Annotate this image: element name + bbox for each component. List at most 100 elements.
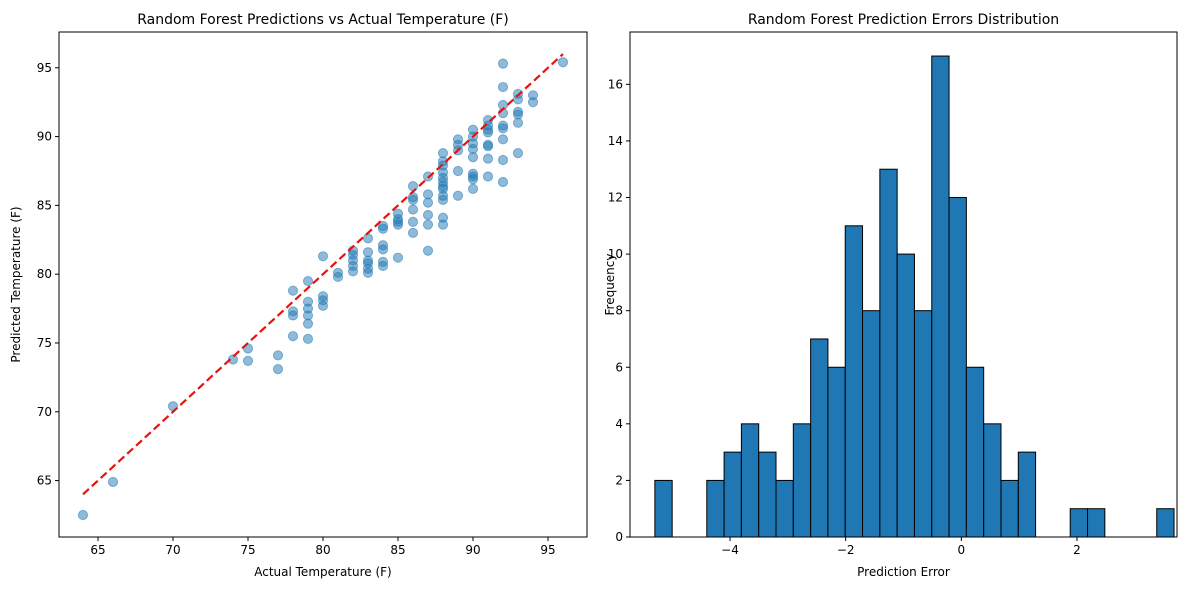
scatter-point (482, 141, 494, 152)
scatter-point (407, 194, 419, 205)
x-tick-label: 2 (1073, 543, 1081, 557)
scatter-point (512, 117, 524, 128)
y-tick-label: 6 (615, 360, 623, 374)
x-tick-label: 65 (90, 543, 105, 557)
scatter-point (272, 364, 284, 375)
x-tick-label: 0 (958, 543, 966, 557)
scatter-point (497, 123, 509, 134)
y-tick-label: 65 (37, 474, 52, 488)
histogram-bar (654, 479, 673, 538)
histogram-title: Random Forest Prediction Errors Distribu… (748, 12, 1059, 28)
scatter-point (482, 153, 494, 164)
histogram-bar (948, 197, 967, 538)
scatter-point (467, 183, 479, 194)
scatter-point (377, 260, 389, 272)
histogram-bar (1017, 451, 1037, 538)
scatter-point (497, 154, 509, 166)
scatter-point (512, 147, 524, 159)
scatter-point (407, 216, 419, 227)
histogram-bar (844, 225, 864, 538)
scatter-point (362, 233, 374, 244)
scatter-point (317, 300, 329, 311)
x-tick-label: 95 (540, 543, 555, 557)
histogram-bar (965, 366, 985, 538)
scatter-point (467, 152, 479, 163)
histogram-bar (827, 366, 846, 538)
x-tick-label: −2 (837, 543, 855, 557)
scatter-point (407, 227, 419, 238)
scatter-point (497, 176, 509, 188)
histogram-frame (629, 31, 1178, 538)
y-tick-label: 85 (37, 198, 52, 212)
scatter-title: Random Forest Predictions vs Actual Temp… (137, 12, 509, 28)
histogram-bar (740, 423, 760, 538)
scatter-point (422, 197, 434, 208)
histogram-bar (723, 451, 742, 538)
y-tick-label: 80 (37, 267, 52, 281)
scatter-point (407, 204, 419, 215)
scatter-point (377, 244, 389, 255)
histogram-bar (1156, 508, 1175, 538)
scatter-point (422, 245, 434, 256)
y-tick-label: 75 (37, 336, 52, 350)
scatter-point (497, 134, 509, 145)
scatter-point (467, 174, 479, 185)
y-tick-label: 90 (37, 130, 52, 144)
histogram-y-axis-label: Frequency (603, 254, 617, 316)
scatter-point (437, 219, 449, 230)
scatter-point (242, 355, 254, 366)
scatter-point (482, 127, 494, 138)
reference-line (82, 53, 564, 496)
x-tick-label: 85 (390, 543, 405, 557)
histogram-bar (810, 338, 829, 538)
scatter-frame (58, 31, 588, 538)
x-tick-label: 75 (240, 543, 255, 557)
y-tick-label: 4 (615, 417, 623, 431)
scatter-point (497, 81, 509, 93)
histogram-x-axis-label: Prediction Error (857, 565, 950, 579)
scatter-point (452, 165, 464, 177)
scatter-point (392, 252, 404, 263)
y-tick-label: 0 (615, 530, 623, 544)
scatter-point (422, 219, 434, 230)
scatter-point (317, 251, 329, 262)
y-tick-label: 2 (615, 473, 623, 487)
scatter-point (377, 223, 389, 234)
histogram-bar (1000, 479, 1019, 538)
scatter-point (107, 476, 119, 488)
x-tick-label: 80 (315, 543, 330, 557)
histogram-bar (775, 479, 794, 538)
scatter-point (497, 58, 509, 69)
scatter-point (302, 333, 314, 344)
histogram-bar (758, 451, 777, 538)
histogram-bar (706, 479, 725, 538)
x-tick-label: 70 (165, 543, 180, 557)
histogram-panel: −4 −2 0 2 0 2 4 6 8 10 12 14 16 Random Forest Predict… (603, 12, 1178, 579)
y-tick-label: 14 (608, 134, 623, 148)
scatter-point (287, 331, 299, 342)
scatter-point (347, 266, 359, 277)
histogram-bar (896, 253, 915, 538)
y-tick-label: 70 (37, 405, 52, 419)
scatter-point (77, 509, 89, 521)
histogram-bar (913, 310, 933, 538)
scatter-point (482, 171, 494, 182)
histogram-bar (792, 423, 812, 538)
scatter-point (332, 271, 344, 283)
scatter-y-axis-label: Predicted Temperature (F) (9, 206, 23, 362)
scatter-point (362, 267, 374, 278)
histogram-bar (931, 55, 950, 538)
histogram-bar (862, 310, 881, 538)
y-tick-label: 12 (608, 191, 623, 205)
scatter-point (557, 57, 569, 68)
scatter-point (452, 190, 464, 201)
scatter-point (302, 275, 314, 287)
histogram-bar (879, 168, 898, 538)
scatter-point (422, 209, 434, 221)
scatter-point (287, 285, 299, 296)
x-tick-label: 90 (465, 543, 480, 557)
y-tick-label: 16 (608, 77, 623, 91)
y-tick-label: 10 (608, 247, 623, 261)
x-tick-label: −4 (721, 543, 739, 557)
